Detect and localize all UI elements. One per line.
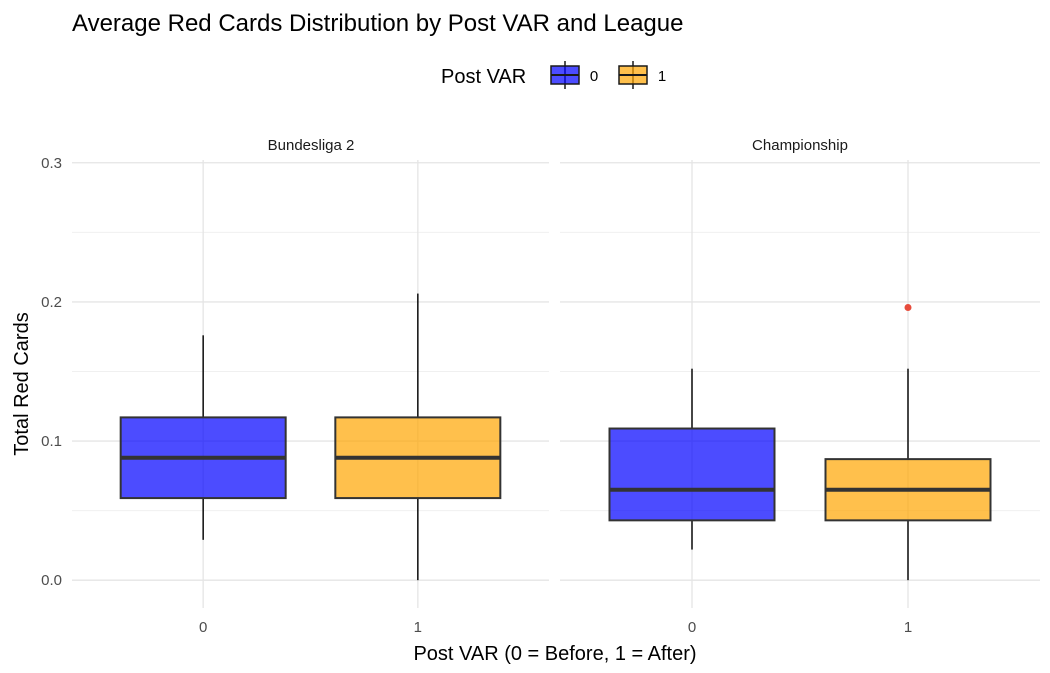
panel-0: Bundesliga 2 0.0 0.1 0.2 0.3 0 1: [41, 137, 549, 636]
box-0: [608, 368, 776, 550]
box-1: [824, 303, 992, 581]
panel-strip-label: Bundesliga 2: [268, 137, 355, 154]
y-tick-label: 0.1: [41, 433, 62, 450]
x-tick-label: 0: [688, 619, 696, 636]
panels: Bundesliga 2 0.0 0.1 0.2 0.3 0 1 Championship 0 1: [41, 137, 1040, 636]
y-tick-label: 0.2: [41, 294, 62, 311]
legend-label-1: 1: [658, 68, 666, 85]
legend-label-0: 0: [590, 68, 598, 85]
y-tick-label: 0.0: [41, 572, 62, 589]
outlier-point: [904, 303, 912, 311]
chart-title: Average Red Cards Distribution by Post V…: [72, 10, 683, 37]
legend-title: Post VAR: [441, 66, 526, 88]
x-tick-label: 0: [199, 619, 207, 636]
box-0: [119, 335, 287, 540]
x-tick-label: 1: [904, 619, 912, 636]
y-axis-title: Total Red Cards: [11, 312, 33, 455]
panel-strip-label: Championship: [752, 137, 848, 154]
box-body: [608, 427, 776, 522]
y-tick-label: 0.3: [41, 155, 62, 172]
panel-1: Championship 0 1: [560, 137, 1040, 636]
box-1: [334, 293, 502, 581]
x-axis-title: Post VAR (0 = Before, 1 = After): [413, 643, 696, 665]
x-tick-label: 1: [414, 619, 422, 636]
